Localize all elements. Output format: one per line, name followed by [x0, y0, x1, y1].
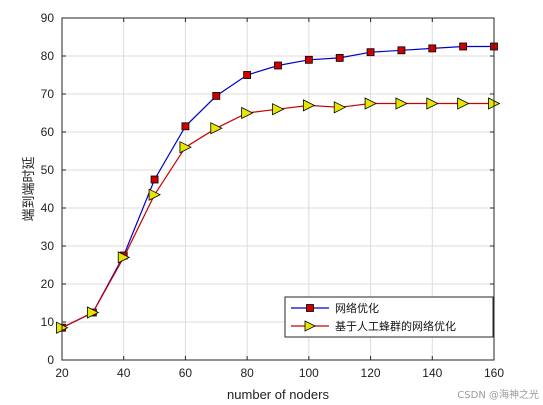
y-tick-label: 60: [41, 125, 55, 139]
legend-marker: [304, 320, 316, 332]
series-layer: [56, 42, 501, 334]
legend-label: 基于人工蜂群的网络优化: [335, 319, 456, 333]
series-2-point: [395, 97, 408, 110]
series-1-point: [274, 61, 282, 70]
x-tick-label: 100: [299, 366, 319, 380]
x-tick-label: 120: [361, 366, 381, 380]
plot-frame: [61, 17, 495, 361]
series-1-point: [459, 42, 468, 51]
series-2-line: [61, 102, 494, 329]
series-2-point: [148, 188, 161, 201]
y-tick-label: 10: [41, 315, 55, 329]
legend-entry-1: 网络优化: [291, 301, 379, 315]
series-1: [58, 42, 498, 332]
series-2-point: [179, 141, 192, 154]
series-2-point: [241, 106, 254, 120]
legend-label: 网络优化: [335, 301, 379, 315]
series-2-point: [426, 97, 439, 110]
x-tick-label: 160: [484, 366, 504, 380]
x-tick-label: 140: [422, 366, 442, 380]
y-tick-label: 70: [41, 87, 55, 101]
y-tick-label: 40: [41, 201, 55, 215]
x-axis-title: number of noders: [227, 387, 329, 402]
x-tick-label: 80: [240, 366, 254, 380]
series-2-point: [364, 97, 377, 110]
series-1-point: [397, 46, 406, 55]
series-2-point: [210, 122, 223, 135]
series-1-point: [212, 92, 221, 100]
series-2-point: [86, 306, 100, 319]
y-tick-label: 80: [41, 49, 55, 63]
series-1-point: [150, 175, 159, 184]
x-tick-label: 60: [179, 366, 193, 380]
legend-box: [284, 296, 494, 338]
watermark: CSDN @海神之光: [457, 390, 539, 401]
series-2-point: [302, 99, 316, 112]
y-tick-label: 30: [41, 239, 55, 253]
legend-marker: [306, 304, 314, 312]
y-tick-label: 50: [41, 163, 55, 177]
series-1-point: [304, 55, 313, 64]
series-1-line: [61, 45, 494, 329]
x-tick-label: 20: [55, 366, 69, 380]
x-tick-label: 40: [117, 366, 131, 380]
series-1-point: [366, 48, 375, 57]
y-tick-label: 90: [41, 11, 55, 25]
series-2-point: [333, 101, 347, 114]
series-2-point: [272, 103, 285, 116]
series-1-point: [181, 122, 190, 131]
series-2: [56, 97, 501, 334]
series-1-point: [335, 54, 344, 62]
ticks: 20 40 60 80 100 120 140 160 0 10 20 30 40 50 60 70 80 90: [41, 11, 505, 380]
series-1-point: [428, 44, 437, 53]
legend-entry-2: 基于人工蜂群的网络优化: [291, 319, 456, 333]
y-tick-label: 20: [41, 277, 55, 291]
series-2-point: [457, 97, 470, 110]
series-2-point: [117, 251, 131, 264]
y-axis-title: 端到端时延: [22, 156, 37, 221]
y-tick-label: 0: [47, 353, 54, 367]
series-1-point: [243, 71, 252, 79]
